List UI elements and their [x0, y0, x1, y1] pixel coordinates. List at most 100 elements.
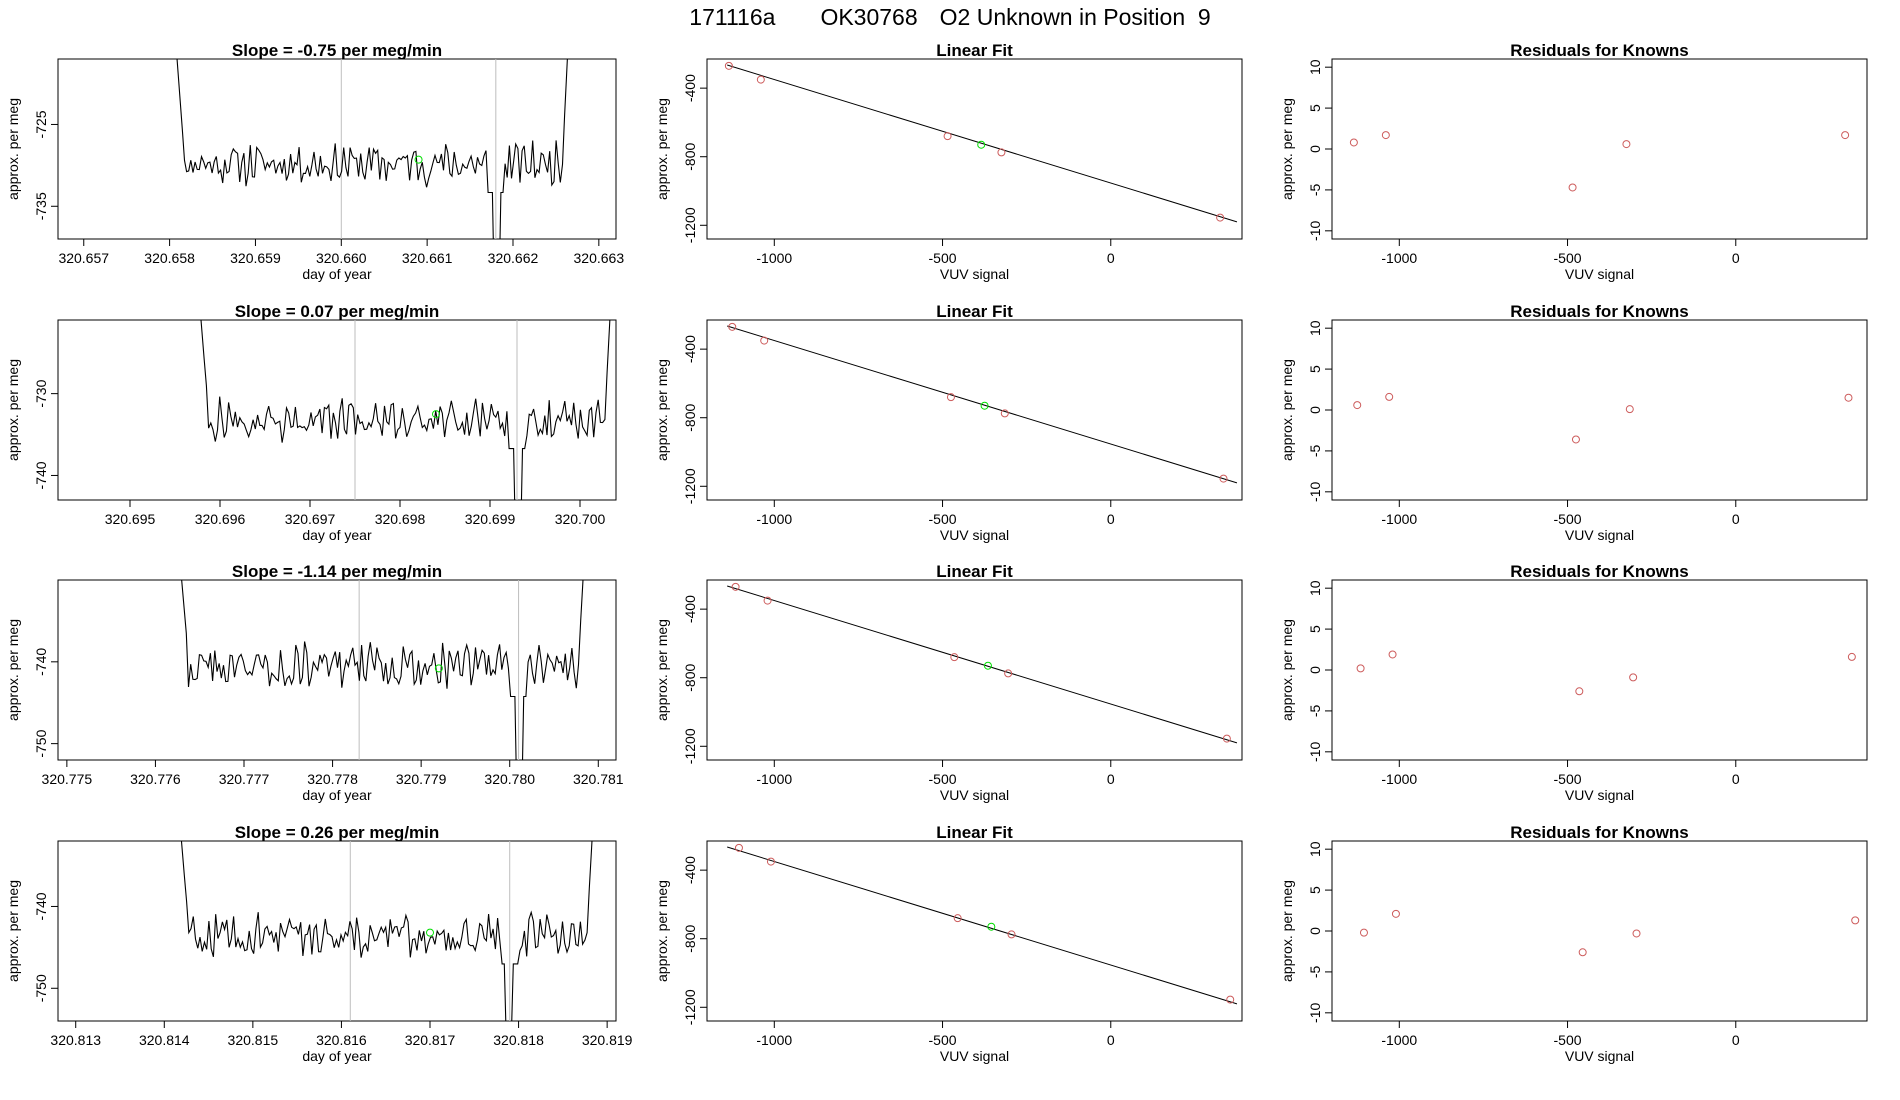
panel-linear-fit-1: Linear Fit -1000 -500 0 VUV signal -400 -800 -1…: [654, 41, 1243, 282]
x-axis-label: VUV signal: [940, 787, 1009, 803]
y-tick-label: 10: [1307, 580, 1323, 596]
tank-id: OK30768: [820, 4, 918, 30]
x-tick-label: 0: [1732, 250, 1740, 266]
y-tick-label: 0: [1307, 666, 1323, 674]
y-tick-label: -400: [682, 595, 698, 623]
y-axis-label: approx. per meg: [1279, 880, 1295, 982]
y-tick-label: 0: [1307, 406, 1323, 414]
y-tick-label: -730: [33, 379, 49, 407]
y-tick-label: -400: [682, 74, 698, 102]
y-tick-label: -1200: [682, 468, 698, 504]
plot-frame: [1331, 579, 1868, 761]
y-tick-label: 5: [1307, 886, 1323, 894]
known-point: [950, 653, 959, 662]
known-point: [1219, 474, 1228, 483]
y-tick-label: -1200: [682, 989, 698, 1025]
residual-point: [1381, 131, 1390, 140]
series-line: [200, 320, 611, 500]
y-tick-label: -10: [1307, 220, 1323, 240]
plot-frame: [1331, 840, 1868, 1022]
panel-title: Linear Fit: [936, 41, 1013, 60]
x-tick-label: 320.659: [230, 250, 281, 266]
residual-point: [1578, 948, 1587, 957]
x-axis-label: VUV signal: [1565, 527, 1634, 543]
plot-area: [1359, 909, 1860, 957]
panel-time-series-4: Slope = 0.26 per meg/min 320.813 320.814 32…: [5, 823, 633, 1064]
x-tick-label: -1000: [1381, 511, 1417, 527]
panel-time-series-3: Slope = -1.14 per meg/min 320.775 320.776 3…: [5, 562, 624, 803]
residual-point: [1356, 664, 1365, 673]
y-tick-label: -400: [682, 856, 698, 884]
x-tick-label: 320.695: [105, 511, 156, 527]
y-tick-label: -1200: [682, 207, 698, 243]
x-tick-label: -1000: [756, 511, 792, 527]
x-tick-label: 0: [1107, 511, 1115, 527]
x-tick-label: -500: [929, 1032, 957, 1048]
known-point: [943, 132, 952, 141]
x-tick-label: 320.819: [582, 1032, 633, 1048]
known-point: [760, 336, 769, 345]
plot-area: [727, 843, 1238, 1005]
x-tick-label: 320.657: [58, 250, 109, 266]
y-tick-label: 10: [1307, 59, 1323, 75]
panel-linear-fit-2: Linear Fit -1000 -500 0 VUV signal -400 -800 -1…: [654, 302, 1243, 543]
x-tick-label: 320.777: [219, 771, 270, 787]
x-tick-label: 320.818: [493, 1032, 544, 1048]
y-tick-label: -10: [1307, 741, 1323, 761]
y-tick-label: -800: [682, 403, 698, 431]
x-tick-label: 320.780: [484, 771, 535, 787]
plot-frame: [1331, 58, 1868, 240]
residual-point: [1568, 183, 1577, 192]
x-tick-label: -500: [1554, 511, 1582, 527]
panel-title: Residuals for Knowns: [1510, 562, 1689, 581]
known-point: [766, 857, 775, 866]
unknown-point: [432, 410, 440, 419]
known-point: [728, 322, 737, 331]
series-line: [180, 841, 593, 1021]
x-axis-label: VUV signal: [1565, 787, 1634, 803]
y-tick-label: -740: [33, 461, 49, 489]
residual-point: [1851, 916, 1860, 925]
fit-line: [727, 64, 1238, 223]
y-axis-label: approx. per meg: [1279, 98, 1295, 200]
x-axis-label: VUV signal: [940, 266, 1009, 282]
series-line: [181, 580, 584, 760]
x-tick-label: 320.700: [555, 511, 606, 527]
plot-area: [200, 320, 611, 500]
x-tick-label: 0: [1732, 1032, 1740, 1048]
panel-title: Slope = 0.07 per meg/min: [235, 302, 440, 321]
y-axis-label: approx. per meg: [5, 98, 21, 200]
known-point: [724, 61, 733, 70]
y-axis-label: approx. per meg: [654, 359, 670, 461]
residual-point: [1622, 140, 1631, 149]
y-tick-label: -750: [33, 974, 49, 1002]
known-point: [1226, 995, 1235, 1004]
y-axis-label: approx. per meg: [5, 880, 21, 982]
panel-title: Linear Fit: [936, 823, 1013, 842]
x-tick-label: 0: [1107, 771, 1115, 787]
residual-point: [1571, 435, 1580, 444]
y-axis-label: approx. per meg: [1279, 619, 1295, 721]
known-point: [734, 843, 743, 852]
y-tick-label: 10: [1307, 320, 1323, 336]
residual-point: [1391, 909, 1400, 918]
residual-point: [1632, 929, 1641, 938]
unknown-point: [987, 922, 996, 931]
x-tick-label: -500: [1554, 250, 1582, 266]
x-axis-label: day of year: [302, 527, 372, 543]
y-tick-label: 0: [1307, 145, 1323, 153]
x-tick-label: 320.658: [144, 250, 195, 266]
y-axis-label: approx. per meg: [1279, 359, 1295, 461]
x-tick-label: 320.815: [228, 1032, 279, 1048]
x-tick-label: -500: [929, 250, 957, 266]
known-point: [946, 393, 955, 402]
x-axis-label: VUV signal: [940, 1048, 1009, 1064]
y-tick-label: -725: [33, 110, 49, 138]
x-tick-label: 320.776: [130, 771, 181, 787]
x-tick-label: 320.817: [405, 1032, 456, 1048]
unknown-point: [980, 401, 989, 410]
panel-residuals-2: Residuals for Knowns -1000 -500 0 VUV signal…: [1279, 302, 1868, 543]
unknown-point: [414, 155, 423, 164]
residual-point: [1385, 392, 1394, 401]
